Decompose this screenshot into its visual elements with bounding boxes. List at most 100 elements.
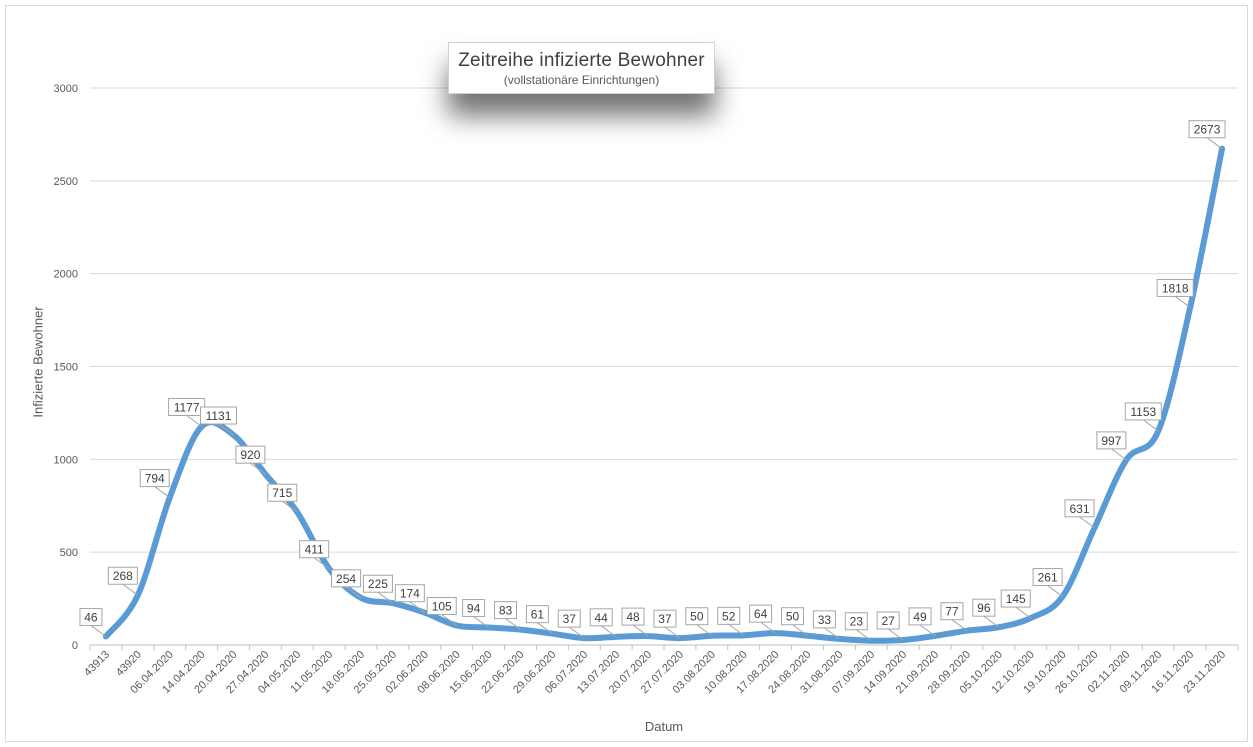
data-label-leader [154,486,171,498]
data-label: 794 [145,472,165,486]
data-label-leader [696,624,713,637]
data-label-leader [537,622,553,635]
data-label-leader [377,591,394,604]
data-label-box [940,602,964,621]
data-label-leader [1015,606,1032,619]
y-tick-label: 2000 [54,269,78,281]
data-label: 268 [113,569,133,583]
data-label-leader [824,627,840,640]
data-label-box [139,469,170,488]
data-label: 50 [690,610,704,624]
data-label: 27 [881,614,895,628]
y-axis-label: Infizierte Bewohner [30,306,46,418]
data-label-box [79,607,103,626]
y-tick-label: 0 [72,640,78,652]
x-tick-label: 43920 [114,649,144,679]
data-label-box [494,601,517,620]
data-label-box [426,597,457,616]
data-label-box [200,406,237,425]
data-label: 2673 [1194,123,1221,137]
data-label-leader [887,628,904,641]
data-label-leader [1111,448,1127,461]
data-label: 105 [432,600,452,614]
data-label-box [908,607,932,626]
data-label-leader [728,623,745,636]
data-label: 48 [626,610,640,624]
data-label: 44 [594,611,608,625]
data-label-box [1064,499,1095,518]
data-label-box [1156,278,1194,297]
data-label-leader [919,624,936,637]
data-label: 50 [786,610,800,624]
data-label: 96 [977,601,991,615]
data-label-leader [1142,419,1159,432]
data-label-leader [281,500,298,513]
data-label-box [394,584,425,603]
data-label-leader [983,615,1000,628]
data-label: 920 [240,448,260,462]
data-label-leader [1079,516,1095,529]
data-label-box [876,611,900,630]
data-label: 49 [913,610,927,624]
data-label: 715 [272,486,292,500]
data-label: 145 [1006,592,1026,606]
data-label-leader [600,625,617,638]
data-label-leader [760,621,776,634]
data-label-leader [313,557,330,570]
data-label-box [235,445,266,464]
data-label-leader [568,626,585,639]
data-label-box [972,598,996,617]
data-label: 61 [531,608,545,622]
data-label-leader [250,462,266,475]
data-label-leader [664,626,681,639]
data-label: 631 [1069,502,1089,516]
data-label-leader [951,619,968,632]
data-label-leader [1206,137,1223,150]
y-tick-label: 500 [60,547,78,559]
data-label: 77 [945,605,959,619]
data-label: 94 [467,602,481,616]
data-label-box [749,604,773,623]
data-label-box [299,540,330,559]
data-label: 46 [84,610,98,624]
data-label-leader [345,586,362,599]
data-label: 254 [336,572,356,586]
data-label-box [812,610,836,629]
data-label: 1153 [1130,405,1156,419]
data-label-leader [505,618,521,630]
data-label: 174 [400,587,420,601]
data-label-leader [122,583,139,596]
data-label: 1131 [206,409,232,423]
data-label-box [362,574,393,593]
chart-title: Zeitreihe infizierte Bewohner [458,50,705,71]
data-label-box [844,612,868,631]
data-label-leader [792,624,808,637]
data-label-box [589,608,613,627]
chart-subtitle: (vollstationäre Einrichtungen) [503,73,660,87]
y-tick-label: 3000 [54,83,78,95]
data-label-leader [186,415,202,427]
data-label: 33 [818,613,832,627]
data-label: 411 [305,543,324,557]
data-label-box [331,569,362,588]
data-label: 1177 [174,400,200,414]
data-label-leader [409,601,426,614]
data-label-box [1096,431,1127,450]
data-label: 83 [499,604,513,618]
y-tick-label: 1500 [54,362,78,374]
data-label-box [557,609,581,628]
data-label-leader [473,616,489,628]
data-label: 997 [1101,434,1121,448]
data-label-box [462,599,486,618]
data-label: 23 [850,615,864,629]
data-line [102,145,1226,644]
data-label-leader [855,629,872,642]
data-label: 225 [368,577,388,591]
data-label-box [267,483,298,502]
data-label-box [781,607,804,626]
data-label-leader [90,625,107,637]
data-label-leader [218,423,234,436]
data-label-box [685,607,709,626]
x-tick-label: 43913 [82,649,112,679]
